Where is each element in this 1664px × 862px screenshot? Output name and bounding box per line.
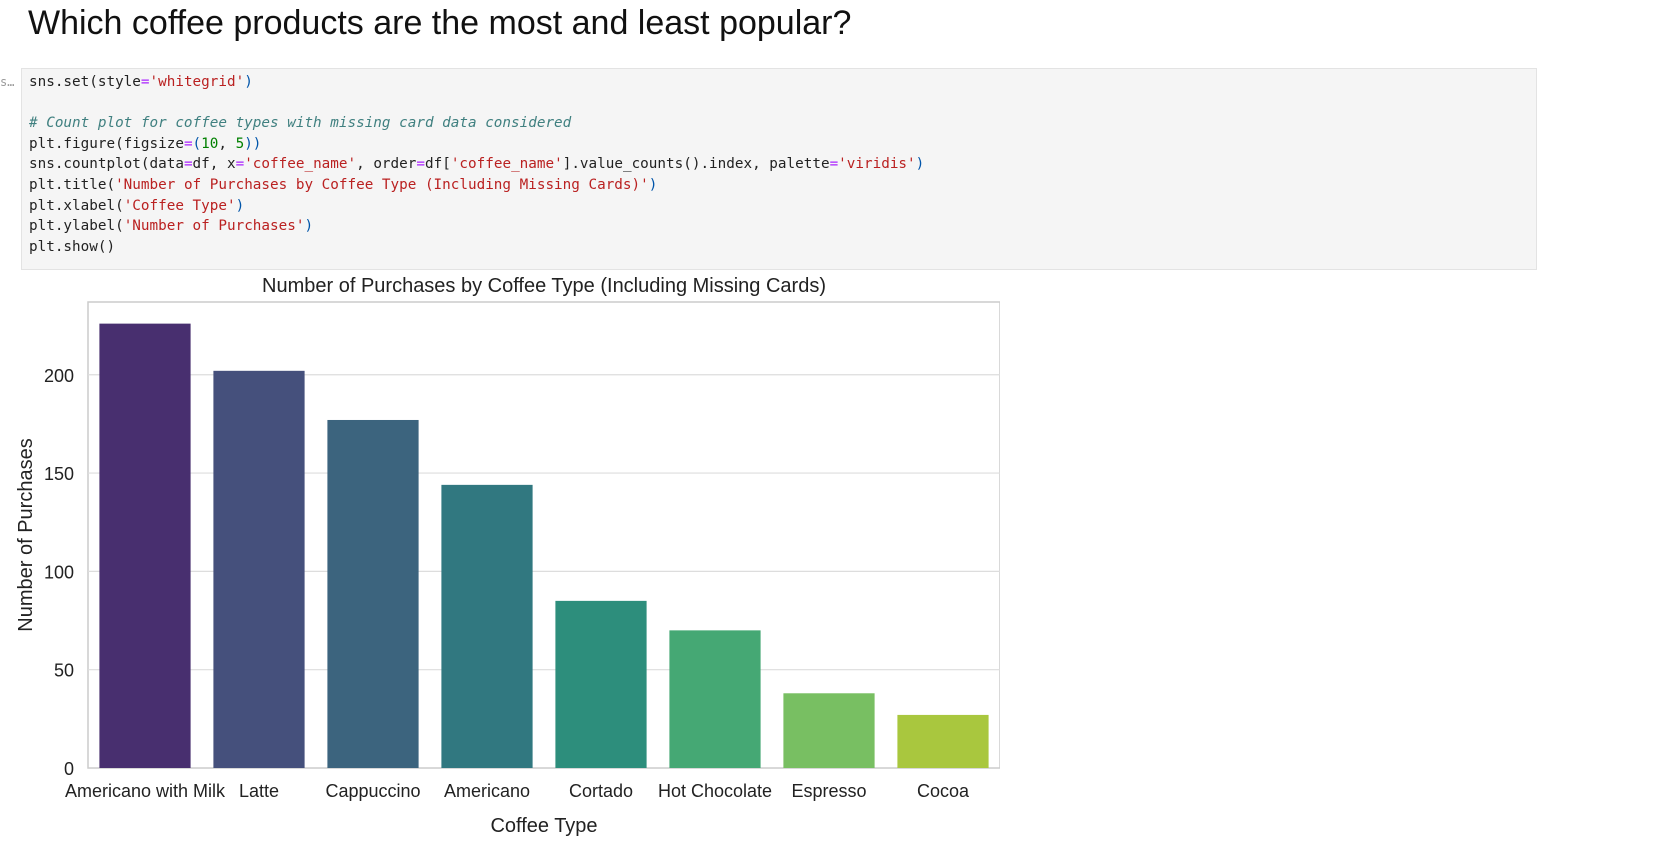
- x-tick-label: Latte: [239, 781, 279, 801]
- x-tick-label: Cortado: [569, 781, 633, 801]
- notebook-heading: Which coffee products are the most and l…: [28, 4, 852, 42]
- code-line: plt.show(): [29, 238, 116, 255]
- bar-chart: 0 50 100 150 200 Americano with Milk Latte Cap…: [15, 275, 1000, 837]
- code-cell[interactable]: sns.set(style='whitegrid') # Count plot f…: [21, 68, 1537, 270]
- y-tick-label: 50: [54, 661, 74, 681]
- code-line: sns.countplot(data=df, x='coffee_name', …: [29, 156, 925, 173]
- code-line: # Count plot for coffee types with missi…: [29, 115, 572, 132]
- code-line: plt.title('Number of Purchases by Coffee…: [29, 177, 658, 193]
- code-line: sns.set(style='whitegrid'): [29, 74, 253, 90]
- y-tick-labels: 0 50 100 150 200: [44, 366, 74, 779]
- x-tick-label: Cappuccino: [325, 781, 420, 801]
- chart-title: Number of Purchases by Coffee Type (Incl…: [262, 275, 826, 297]
- x-tick-label: Hot Chocolate: [658, 781, 772, 801]
- y-tick-label: 200: [44, 366, 74, 386]
- y-tick-label: 100: [44, 562, 74, 582]
- bar: [555, 600, 647, 768]
- x-tick-label: Americano: [444, 781, 530, 801]
- bar: [897, 714, 989, 768]
- cell-prompt: s…: [0, 75, 15, 89]
- bars: [99, 323, 989, 768]
- code-line: plt.ylabel('Number of Purchases'): [29, 218, 314, 235]
- x-tick-labels: Americano with Milk Latte Cappuccino Americ…: [65, 781, 970, 801]
- x-tick-label: Americano with Milk: [65, 781, 226, 801]
- bar: [99, 323, 191, 768]
- x-axis-label: Coffee Type: [490, 815, 597, 837]
- x-tick-label: Espresso: [791, 781, 866, 801]
- bar: [669, 630, 761, 768]
- bar: [783, 693, 875, 768]
- y-tick-label: 0: [64, 759, 74, 779]
- y-tick-label: 150: [44, 464, 74, 484]
- x-tick-label: Cocoa: [917, 781, 970, 801]
- code-line: plt.figure(figsize=(10, 5)): [29, 135, 262, 152]
- code-line: plt.xlabel('Coffee Type'): [29, 197, 245, 214]
- bar: [213, 370, 305, 768]
- y-axis-label: Number of Purchases: [15, 438, 37, 631]
- bar: [327, 419, 419, 768]
- bar: [441, 484, 533, 768]
